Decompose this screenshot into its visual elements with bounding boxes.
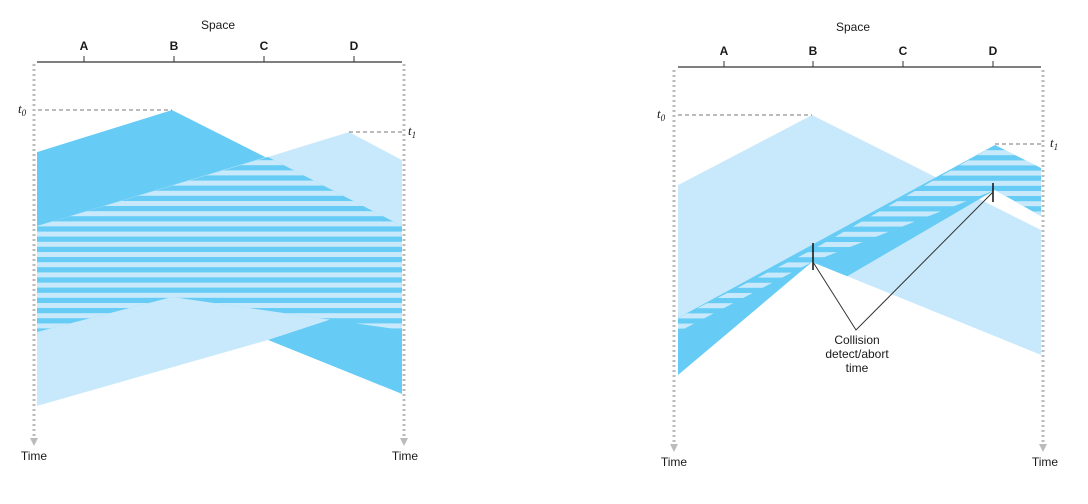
callout-line-2: detect/abort: [825, 347, 889, 361]
left-signal-tail: [268, 316, 402, 394]
left-node-a: A: [80, 39, 89, 53]
overlap-stripe: [37, 190, 402, 196]
right-time-label-a: Time: [661, 455, 688, 469]
right-node-ticks: [723, 61, 994, 67]
right-t1-label: t1: [1050, 135, 1058, 152]
right-node-d: D: [989, 44, 998, 58]
left-time-label-d: Time: [392, 449, 419, 463]
overlap-stripe: [678, 221, 1041, 227]
callout-line-1: Collision: [834, 333, 879, 347]
left-time-label-a: Time: [21, 449, 48, 463]
left-t0-label: t0: [18, 101, 27, 118]
right-arrow-a: [670, 444, 678, 452]
left-node-b: B: [170, 39, 179, 53]
overlap-stripe: [37, 241, 402, 247]
overlap-stripe: [37, 262, 402, 268]
callout-lines: [812, 191, 994, 331]
left-arrow-a: [30, 438, 38, 446]
overlap-stripe: [37, 282, 402, 288]
right-space-label: Space: [836, 20, 870, 34]
left-node-d: D: [350, 39, 359, 53]
left-arrow-d: [400, 438, 408, 446]
overlap-stripe: [678, 231, 1041, 237]
callout-line-3: time: [846, 361, 869, 375]
overlap-stripe: [37, 211, 402, 217]
right-node-b: B: [809, 44, 818, 58]
left-t1-label: t1: [408, 123, 416, 140]
right-t0-label: t0: [657, 106, 666, 123]
overlap-stripe: [37, 170, 402, 176]
left-diagram: Space A B C D: [18, 18, 418, 463]
overlap-stripe: [37, 292, 402, 298]
overlap-stripe: [37, 252, 402, 257]
overlap-stripe: [37, 201, 402, 206]
right-node-a: A: [720, 44, 729, 58]
left-space-label: Space: [201, 18, 235, 32]
right-arrow-d: [1039, 444, 1047, 452]
overlap-stripe: [37, 180, 402, 186]
overlap-stripe: [37, 272, 402, 278]
right-diagram: Space A B C D t0 t1: [657, 20, 1058, 469]
right-time-label-d: Time: [1032, 455, 1059, 469]
right-node-c: C: [899, 44, 908, 58]
left-signal-region: [37, 110, 402, 406]
left-node-c: C: [260, 39, 269, 53]
left-node-ticks: [83, 56, 355, 62]
overlap-stripe: [37, 231, 402, 237]
overlap-stripe: [37, 221, 402, 227]
